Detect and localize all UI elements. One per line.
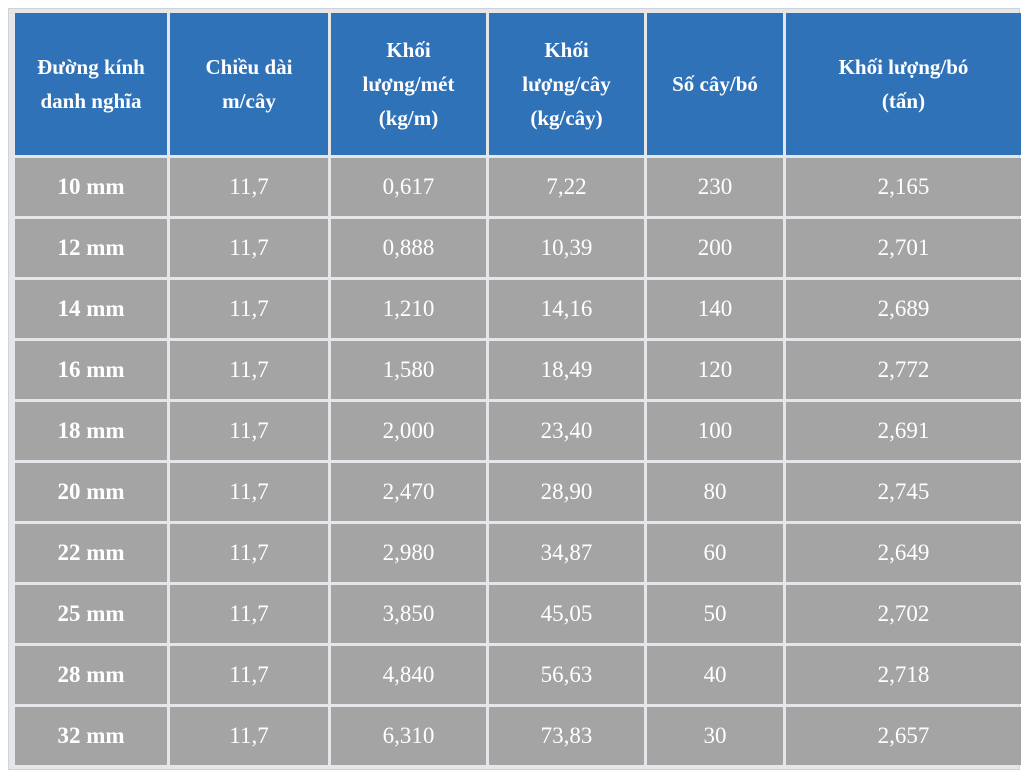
weight-per-meter-cell: 2,980 bbox=[331, 524, 486, 582]
weight-per-meter-cell: 1,580 bbox=[331, 341, 486, 399]
length-cell: 11,7 bbox=[170, 707, 328, 765]
header-line: m/cây bbox=[222, 89, 276, 113]
header-line: lượng/cây bbox=[522, 72, 611, 96]
table-row: 12 mm 11,7 0,888 10,39 200 2,701 bbox=[15, 219, 1021, 277]
bars-per-bundle-cell: 230 bbox=[647, 158, 783, 216]
table-row: 10 mm 11,7 0,617 7,22 230 2,165 bbox=[15, 158, 1021, 216]
header-cell: Đường kính danh nghĩa bbox=[15, 13, 167, 155]
bars-per-bundle-cell: 30 bbox=[647, 707, 783, 765]
diameter-cell: 32 mm bbox=[15, 707, 167, 765]
header-row: Đường kính danh nghĩa Chiều dài m/cây Kh… bbox=[15, 13, 1021, 155]
header-cell: Khối lượng/mét (kg/m) bbox=[331, 13, 486, 155]
steel-spec-table: Đường kính danh nghĩa Chiều dài m/cây Kh… bbox=[12, 10, 1024, 768]
bars-per-bundle-cell: 120 bbox=[647, 341, 783, 399]
header-line: Số cây/bó bbox=[672, 72, 758, 96]
header-line: (kg/m) bbox=[378, 106, 439, 130]
table-row: 32 mm 11,7 6,310 73,83 30 2,657 bbox=[15, 707, 1021, 765]
weight-per-meter-cell: 6,310 bbox=[331, 707, 486, 765]
bars-per-bundle-cell: 140 bbox=[647, 280, 783, 338]
bars-per-bundle-cell: 50 bbox=[647, 585, 783, 643]
diameter-cell: 12 mm bbox=[15, 219, 167, 277]
table-row: 20 mm 11,7 2,470 28,90 80 2,745 bbox=[15, 463, 1021, 521]
length-cell: 11,7 bbox=[170, 402, 328, 460]
header-line: Chiều dài bbox=[205, 55, 293, 79]
length-cell: 11,7 bbox=[170, 463, 328, 521]
length-cell: 11,7 bbox=[170, 585, 328, 643]
weight-per-bundle-cell: 2,745 bbox=[786, 463, 1021, 521]
length-cell: 11,7 bbox=[170, 219, 328, 277]
length-cell: 11,7 bbox=[170, 280, 328, 338]
bars-per-bundle-cell: 100 bbox=[647, 402, 783, 460]
diameter-cell: 20 mm bbox=[15, 463, 167, 521]
length-cell: 11,7 bbox=[170, 524, 328, 582]
weight-per-bundle-cell: 2,691 bbox=[786, 402, 1021, 460]
header-line: Khối bbox=[386, 38, 431, 62]
weight-per-bundle-cell: 2,702 bbox=[786, 585, 1021, 643]
header-cell: Khối lượng/cây (kg/cây) bbox=[489, 13, 644, 155]
weight-per-meter-cell: 0,617 bbox=[331, 158, 486, 216]
diameter-cell: 16 mm bbox=[15, 341, 167, 399]
table-row: 28 mm 11,7 4,840 56,63 40 2,718 bbox=[15, 646, 1021, 704]
weight-per-bar-cell: 23,40 bbox=[489, 402, 644, 460]
header-cell: Khối lượng/bó (tấn) bbox=[786, 13, 1021, 155]
weight-per-bundle-cell: 2,718 bbox=[786, 646, 1021, 704]
weight-per-bar-cell: 45,05 bbox=[489, 585, 644, 643]
header-cell: Chiều dài m/cây bbox=[170, 13, 328, 155]
header-line: lượng/mét bbox=[362, 72, 455, 96]
weight-per-bar-cell: 7,22 bbox=[489, 158, 644, 216]
header-line: Khối lượng/bó bbox=[838, 55, 969, 79]
weight-per-bar-cell: 73,83 bbox=[489, 707, 644, 765]
length-cell: 11,7 bbox=[170, 158, 328, 216]
weight-per-meter-cell: 3,850 bbox=[331, 585, 486, 643]
weight-per-bar-cell: 18,49 bbox=[489, 341, 644, 399]
bars-per-bundle-cell: 60 bbox=[647, 524, 783, 582]
weight-per-bar-cell: 14,16 bbox=[489, 280, 644, 338]
weight-per-meter-cell: 1,210 bbox=[331, 280, 486, 338]
weight-per-bundle-cell: 2,701 bbox=[786, 219, 1021, 277]
length-cell: 11,7 bbox=[170, 646, 328, 704]
weight-per-meter-cell: 0,888 bbox=[331, 219, 486, 277]
weight-per-bundle-cell: 2,657 bbox=[786, 707, 1021, 765]
weight-per-meter-cell: 2,000 bbox=[331, 402, 486, 460]
weight-per-meter-cell: 2,470 bbox=[331, 463, 486, 521]
weight-per-bundle-cell: 2,165 bbox=[786, 158, 1021, 216]
diameter-cell: 25 mm bbox=[15, 585, 167, 643]
header-line: (kg/cây) bbox=[530, 106, 603, 130]
table-row: 18 mm 11,7 2,000 23,40 100 2,691 bbox=[15, 402, 1021, 460]
table-row: 25 mm 11,7 3,850 45,05 50 2,702 bbox=[15, 585, 1021, 643]
length-cell: 11,7 bbox=[170, 341, 328, 399]
weight-per-bundle-cell: 2,772 bbox=[786, 341, 1021, 399]
weight-per-bar-cell: 56,63 bbox=[489, 646, 644, 704]
header-line: danh nghĩa bbox=[40, 89, 142, 113]
diameter-cell: 18 mm bbox=[15, 402, 167, 460]
header-line: (tấn) bbox=[881, 89, 926, 113]
table-row: 16 mm 11,7 1,580 18,49 120 2,772 bbox=[15, 341, 1021, 399]
bars-per-bundle-cell: 200 bbox=[647, 219, 783, 277]
weight-per-bar-cell: 34,87 bbox=[489, 524, 644, 582]
bars-per-bundle-cell: 80 bbox=[647, 463, 783, 521]
header-line: Đường kính bbox=[37, 55, 145, 79]
weight-per-meter-cell: 4,840 bbox=[331, 646, 486, 704]
table-row: 14 mm 11,7 1,210 14,16 140 2,689 bbox=[15, 280, 1021, 338]
diameter-cell: 10 mm bbox=[15, 158, 167, 216]
diameter-cell: 22 mm bbox=[15, 524, 167, 582]
weight-per-bundle-cell: 2,649 bbox=[786, 524, 1021, 582]
header-line: Khối bbox=[544, 38, 589, 62]
bars-per-bundle-cell: 40 bbox=[647, 646, 783, 704]
weight-per-bundle-cell: 2,689 bbox=[786, 280, 1021, 338]
weight-per-bar-cell: 10,39 bbox=[489, 219, 644, 277]
table-row: 22 mm 11,7 2,980 34,87 60 2,649 bbox=[15, 524, 1021, 582]
diameter-cell: 14 mm bbox=[15, 280, 167, 338]
diameter-cell: 28 mm bbox=[15, 646, 167, 704]
header-cell: Số cây/bó bbox=[647, 13, 783, 155]
weight-per-bar-cell: 28,90 bbox=[489, 463, 644, 521]
